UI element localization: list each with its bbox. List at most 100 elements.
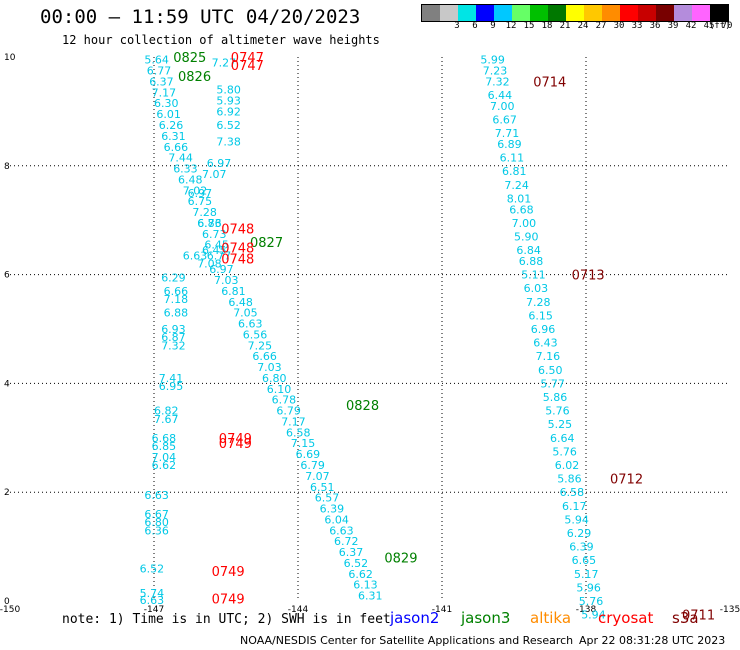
- legend-tick-label: 45: [703, 21, 715, 31]
- wave-height-value: 6.04: [324, 513, 349, 526]
- wave-height-value: 6.52: [216, 119, 241, 132]
- wave-height-value: 6.48: [228, 296, 253, 309]
- legend-tick-label: 33: [631, 21, 643, 31]
- wave-height-value: 6.97: [207, 157, 232, 170]
- pass-time-label: 0828: [346, 399, 379, 414]
- wave-height-value: 6.79: [300, 459, 325, 472]
- wave-height-value: 6.52: [344, 557, 369, 570]
- wave-height-value: 7.17: [281, 415, 306, 428]
- legend-tick-label: 39: [667, 21, 679, 31]
- wave-height-value: 6.81: [221, 285, 246, 298]
- generated-timestamp: Apr 22 08:31:28 UTC 2023: [579, 634, 726, 647]
- wave-height-value: 6.45: [202, 244, 227, 257]
- legend-unit: (ft): [709, 21, 731, 31]
- wave-height-value: 6.85: [152, 440, 177, 453]
- wave-height-value: 7.03: [214, 274, 239, 287]
- x-tick-label: -147: [144, 605, 164, 615]
- wave-height-value: 6.31: [358, 590, 383, 603]
- wave-height-value: 6.37: [149, 75, 174, 88]
- wave-height-value: 7.00: [512, 217, 536, 230]
- satellite-label-cryosat: cryosat: [598, 609, 654, 627]
- wave-height-value: 5.94: [564, 513, 589, 526]
- wave-height-value: 6.26: [159, 119, 184, 132]
- wave-height-value: 6.89: [497, 138, 522, 151]
- legend-swatch: [566, 5, 584, 21]
- legend-swatch: [530, 5, 548, 21]
- wave-height-value: 7.15: [291, 437, 316, 450]
- wave-height-value: 6.01: [156, 108, 181, 121]
- wave-height-value: 5.76: [579, 595, 604, 608]
- wave-height-value: 5.96: [576, 581, 601, 594]
- wave-height-value: 5.74: [140, 587, 165, 600]
- wave-height-value: 6.02: [555, 459, 580, 472]
- wave-height-value: 6.58: [286, 426, 311, 439]
- x-tick-label: -150: [0, 605, 20, 615]
- wave-height-value: 6.75: [188, 195, 213, 208]
- wave-height-value: 6.33: [173, 163, 198, 176]
- pass-time-label: 0749: [219, 437, 252, 452]
- y-tick-label: 4: [4, 379, 10, 389]
- wave-height-value: 6.64: [550, 432, 575, 445]
- satellite-label-jason2: jason2: [390, 609, 440, 627]
- wave-height-value: 6.97: [188, 187, 213, 200]
- wave-height-value: 7.05: [233, 307, 258, 320]
- wave-height-value: 5.25: [548, 418, 573, 431]
- wave-height-value: 6.77: [147, 65, 172, 78]
- wave-height-value: 7.25: [248, 339, 273, 352]
- pass-time-label: 0748: [221, 252, 254, 267]
- pass-time-label: 0749: [212, 565, 245, 580]
- wave-height-value: 6.03: [524, 282, 549, 295]
- wave-height-value: 6.68: [509, 203, 534, 216]
- pass-time-label: 0713: [572, 269, 605, 284]
- wave-height-value: 6.29: [567, 527, 592, 540]
- wave-height-value: 6.97: [209, 263, 234, 276]
- chart-subtitle: 12 hour collection of altimeter wave hei…: [62, 33, 380, 47]
- credit-line: NOAA/NESDIS Center for Satellite Applica…: [240, 634, 574, 647]
- pass-time-label: 0711: [682, 609, 715, 624]
- color-scale-legend: [421, 4, 729, 22]
- legend-swatch: [602, 5, 620, 21]
- wave-height-value: 7.67: [154, 413, 179, 426]
- wave-height-value: 6.36: [144, 524, 169, 537]
- wave-height-value: 6.93: [161, 323, 186, 336]
- wave-height-value: 6.56: [243, 328, 267, 341]
- wave-height-value: 6.30: [154, 97, 179, 110]
- pass-time-label: 0825: [173, 51, 206, 66]
- legend-tick-label: 21: [559, 21, 571, 31]
- pass-time-label: 0827: [250, 236, 283, 251]
- wave-height-value: 6.92: [216, 105, 241, 118]
- chart-title: 00:00 – 11:59 UTC 04/20/2023: [40, 6, 361, 28]
- wave-height-value: 7.28: [526, 296, 551, 309]
- wave-height-value: 6.95: [159, 380, 184, 393]
- wave-height-value: 6.50: [538, 364, 563, 377]
- wave-height-value: 7.44: [168, 152, 193, 165]
- pass-time-label: 0748: [221, 241, 254, 256]
- wave-height-value: 5.80: [216, 84, 241, 97]
- wave-height-value: 6.45: [204, 239, 229, 252]
- wave-height-value: 6.63: [238, 318, 263, 331]
- legend-swatch: [440, 5, 458, 21]
- legend-tick-label: 15: [523, 21, 535, 31]
- wave-height-value: 7.16: [536, 350, 561, 363]
- wave-height-value: 7.71: [495, 127, 520, 140]
- wave-height-value: 6.87: [161, 331, 186, 344]
- wave-height-value: 7.07: [202, 168, 227, 181]
- y-tick-label: 10: [4, 53, 16, 63]
- y-tick-label: 6: [4, 271, 10, 281]
- legend-swatch: [620, 5, 638, 21]
- pass-time-label: 0748: [221, 222, 254, 237]
- legend-swatch: [674, 5, 692, 21]
- wave-height-value: 6.80: [262, 372, 287, 385]
- wave-height-value: 6.81: [502, 165, 527, 178]
- legend-tick-label: 18: [541, 21, 553, 31]
- wave-height-value: 6.84: [516, 244, 541, 257]
- y-tick-label: 8: [4, 162, 10, 172]
- footer-note: note: 1) Time is in UTC; 2) SWH is in fe…: [62, 612, 391, 627]
- wave-height-value: 6.31: [161, 130, 186, 143]
- legend-tick-label: 36: [649, 21, 661, 31]
- wave-height-value: 6.86: [197, 217, 222, 230]
- wave-height-value: 5.86: [543, 391, 568, 404]
- legend-tick-label: 24: [577, 21, 589, 31]
- wave-height-value: 7.03: [257, 361, 282, 374]
